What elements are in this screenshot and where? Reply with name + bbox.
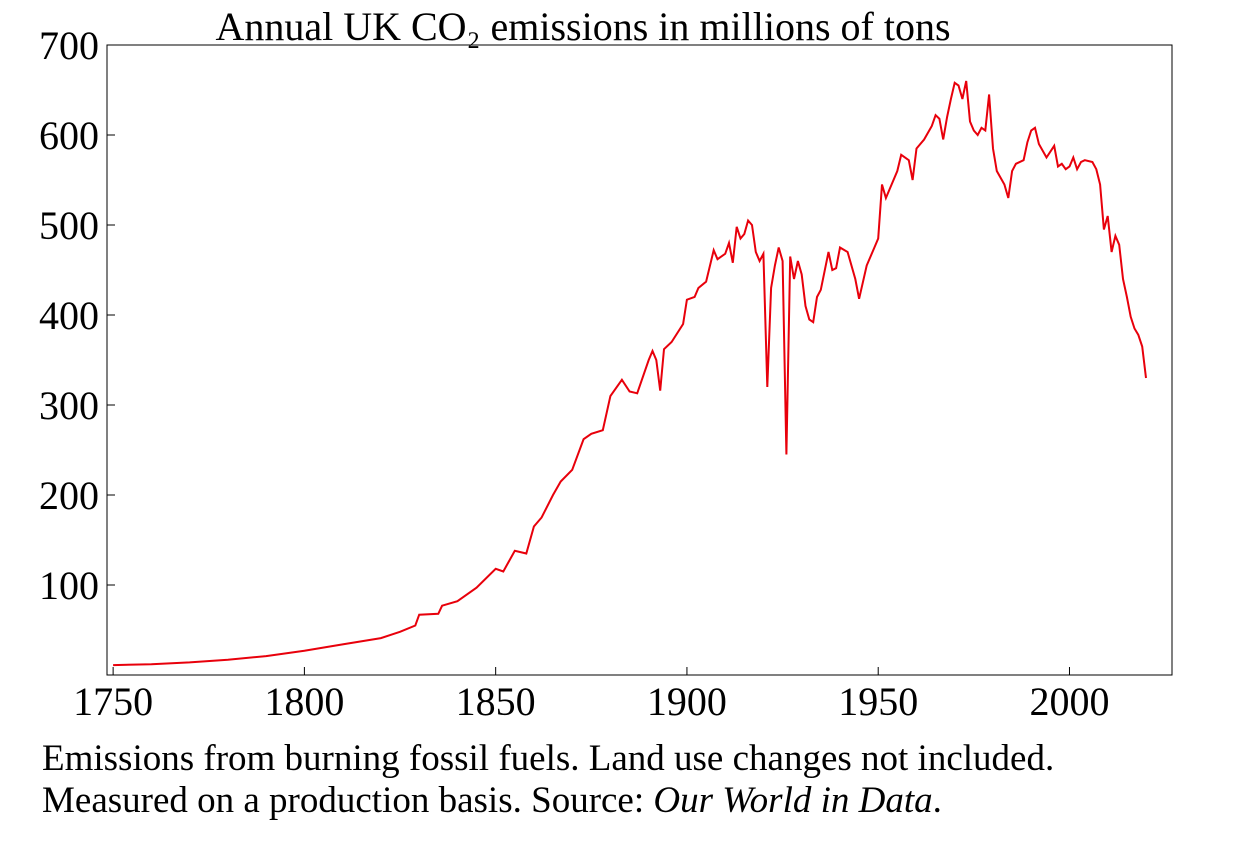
y-tick-label: 100 [39,563,99,608]
x-tick-label: 1750 [73,679,153,724]
y-tick-label: 200 [39,473,99,518]
data-line [113,80,1147,667]
y-tick-label: 400 [39,293,99,338]
x-tick-label: 1850 [456,679,536,724]
plot-frame [106,44,1173,676]
caption-source: Our World in Data [653,780,932,821]
caption-line: Measured on a production basis. Source: … [42,780,942,821]
caption-line: Emissions from burning fossil fuels. Lan… [42,738,1054,779]
x-tick-label: 1950 [838,679,918,724]
caption-text: Measured on a production basis. Source: [42,780,653,821]
chart-title: Annual UK CO₂ emissions in millions of t… [215,4,950,49]
y-tick-label: 600 [39,113,99,158]
y-tick-label: 700 [39,23,99,68]
y-tick-label: 500 [39,203,99,248]
title-backdrop [120,0,1040,44]
x-tick-label: 2000 [1029,679,1109,724]
x-tick-label: 1800 [264,679,344,724]
y-tick-label: 300 [39,383,99,428]
x-tick-label: 1900 [647,679,727,724]
caption-text: . [933,780,942,821]
